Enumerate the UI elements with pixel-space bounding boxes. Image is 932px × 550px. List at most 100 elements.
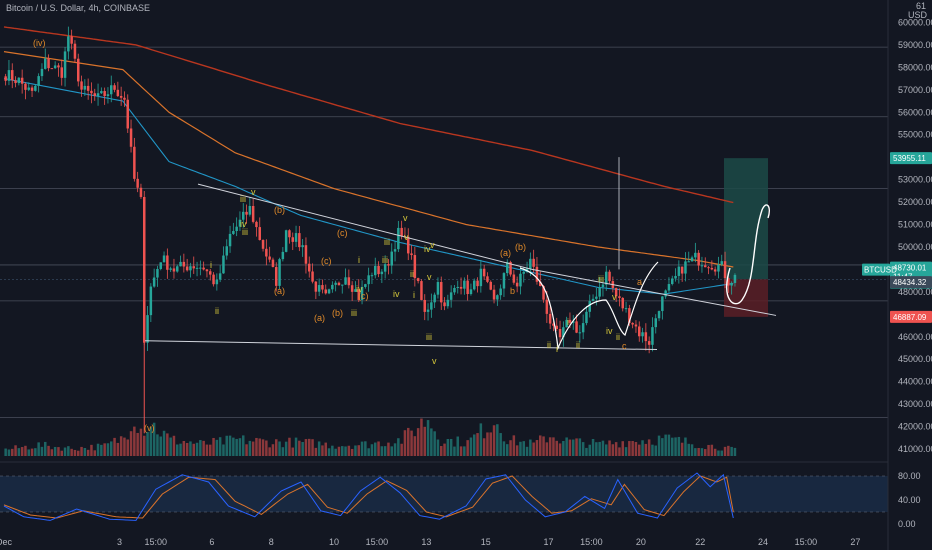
volume-bar [60,450,63,456]
candle-body [717,264,720,272]
candle-body [271,259,275,268]
candle-body [86,85,90,91]
volume-bar [449,438,453,456]
x-tick-label: 15:00 [580,537,603,547]
candle-body [605,271,608,285]
candle-body [347,277,351,286]
volume-bar [126,439,129,456]
volume-bar [499,433,502,456]
candle-body [690,257,694,262]
candle-body [426,309,430,312]
volume-bar [225,435,228,456]
candle-body [17,77,21,84]
volume-bar [598,441,601,456]
candle-body [710,267,714,270]
candle-body [456,286,459,288]
volume-bar [212,437,215,456]
volume-bar [456,436,459,456]
wave-label-orange: (a) [274,286,285,296]
y-tick-label: 59000.00 [898,40,932,50]
candle-body [129,128,133,147]
volume-bar [317,441,321,456]
candle-body [638,326,641,337]
candle-body [232,231,235,234]
wave-label-yellow: iv [393,289,400,299]
volume-bar [7,449,11,456]
volume-bar [44,441,47,456]
volume-bar [73,449,77,456]
volume-bar [149,427,153,456]
wave-label-yellow: i [358,255,360,265]
candle-body [251,205,255,222]
candle-body [641,332,644,337]
volume-bar [57,447,60,456]
candle-body [242,211,245,220]
candle-body [278,259,281,286]
volume-bar [496,424,499,456]
volume-bar [515,445,519,456]
moving-average-long [3,26,734,204]
volume-bar [720,450,723,456]
candle-body [496,295,499,300]
candle-body [311,271,314,282]
volume-bar [548,437,552,456]
volume-bar [393,443,397,456]
candle-body [146,315,149,343]
volume-bar [700,448,704,456]
candle-body [34,85,37,91]
volume-bar [337,446,341,456]
volume-bar [713,448,717,456]
candle-body [572,321,575,323]
candle-body [492,289,496,300]
candle-body [176,266,179,272]
wave-label-orange: (iv) [33,38,46,48]
volume-bar [601,440,605,456]
candle-body [674,275,677,279]
candle-body [116,89,120,96]
candle-body [317,285,321,292]
candle-body [552,323,555,326]
x-tick-label: 3 [117,537,122,547]
candle-body [473,280,476,290]
volume-bar [535,440,539,456]
candle-body [281,251,285,260]
candle-body [261,239,265,249]
candle-body [212,274,215,285]
volume-bar [83,447,87,456]
volume-bar [17,448,21,456]
wave-label-yellow: iii [426,332,432,342]
volume-bar [624,447,628,456]
volume-bar [479,423,483,456]
candle-body [733,274,737,283]
volume-bar [364,441,367,456]
volume-bar [143,435,146,456]
candle-body [195,267,199,269]
wave-label-orange: (a) [314,313,325,323]
candle-body [720,261,723,265]
wave-label-orange: b [510,286,515,296]
oscillator-tick-label: 0.00 [898,519,916,529]
volume-bar [463,446,466,456]
volume-bar [519,441,522,456]
wave-label-orange: c [622,341,627,351]
wave-label-orange: (c) [358,291,369,301]
candle-body [53,65,57,69]
volume-bar [215,439,219,456]
volume-bar [568,439,572,456]
volume-bar [654,445,657,456]
y-tick-label-top: 61 [916,1,926,11]
wave-label-yellow: iv [356,284,363,294]
candle-body [532,258,535,267]
candle-body [103,91,106,97]
candle-body [509,262,512,275]
candle-body [364,284,367,287]
candle-body [123,97,126,100]
volume-bar [588,444,591,456]
volume-bar [242,435,245,456]
volume-bar [261,439,265,456]
candle-body [344,277,347,285]
volume-bar [284,441,288,456]
candle-body [331,284,334,290]
volume-bar [420,418,423,456]
